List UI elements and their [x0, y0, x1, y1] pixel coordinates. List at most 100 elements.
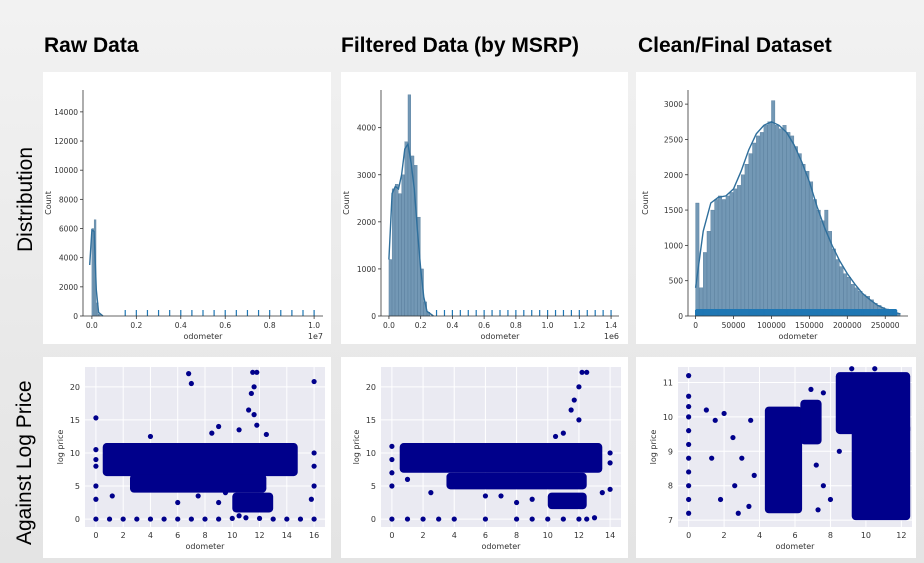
y-tick-label: 15: [70, 416, 80, 425]
y-tick-label: 2500: [664, 135, 683, 144]
scatter-point: [552, 433, 559, 440]
histogram-bar: [782, 125, 787, 317]
histogram-bar: [805, 171, 810, 317]
histogram-bar: [388, 259, 392, 317]
histogram-bar: [398, 193, 402, 317]
x-tick-label: 6: [483, 531, 488, 540]
histogram-bar: [714, 199, 719, 317]
scatter-point: [849, 366, 855, 372]
scatter-point: [576, 516, 582, 522]
scatter-point: [686, 496, 692, 503]
scatter-point: [93, 483, 99, 489]
scatter-point: [703, 407, 709, 413]
scatter-point: [251, 412, 257, 418]
chart-panel-filtered-distribution: 0.0 0.2 0.4 0.6 0.8 1.0 1.2 1.4 0 1000 2000 3000 400…: [341, 72, 628, 344]
x-tick-label: 0.4: [446, 321, 458, 330]
y-tick-label: 2000: [357, 218, 376, 227]
scatter-point: [308, 496, 314, 502]
y-tick-label: 1000: [664, 241, 683, 250]
histogram-bar: [706, 231, 711, 317]
chart-svg-filtered-scatter: 0 2 4 6 8 10 12 14 0 5 10 15 20 odometer log price: [352, 367, 621, 551]
y-axis-label: Count: [641, 191, 650, 215]
kde-curve: [89, 228, 104, 317]
x-tick-label: 2: [421, 531, 426, 540]
scatter-point: [161, 516, 167, 522]
scatter-point: [730, 434, 736, 441]
y-tick-label: 9: [668, 447, 673, 456]
scatter-point: [813, 462, 819, 468]
y-tick-label: 8000: [59, 195, 78, 204]
y-tick-label: 20: [366, 383, 376, 392]
scatter-point: [808, 386, 814, 392]
scatter-point: [147, 433, 154, 440]
y-tick-label: 12000: [54, 137, 78, 146]
scatter-point: [836, 448, 842, 454]
scatter-point: [175, 499, 181, 506]
histogram-bar: [767, 121, 772, 317]
y-tick-label: 0: [75, 515, 80, 524]
scatter-point: [284, 516, 290, 522]
chart-panel-raw-distribution: 0.0 0.2 0.4 0.6 0.8 1.0 0 2000 4000 6000 8000 10000…: [43, 72, 331, 344]
scatter-point: [93, 415, 99, 421]
histogram-bar: [839, 266, 844, 317]
scatter-point: [254, 369, 260, 375]
x-tick-label: 12: [574, 531, 584, 540]
x-offset-label: 1e6: [604, 332, 619, 341]
scatter-dense-cloud: [800, 399, 822, 445]
histogram-bar: [748, 153, 753, 317]
x-tick-label: 10: [227, 531, 237, 540]
scatter-point: [815, 507, 821, 513]
scatter-point: [216, 499, 222, 506]
scatter-point: [717, 496, 724, 503]
x-tick-label: 16: [309, 531, 319, 540]
scatter-point: [93, 456, 99, 463]
y-axis-label: log price: [56, 430, 65, 465]
x-tick-label: 250000: [871, 321, 900, 330]
y-tick-label: 500: [669, 277, 684, 286]
y-tick-label: 1000: [357, 265, 376, 274]
scatter-point: [529, 516, 535, 522]
scatter-point: [209, 430, 215, 436]
chart-svg-raw-scatter: 0 2 4 6 8 10 12 14 16 0 5 10 15 20 odometer log price: [56, 367, 325, 551]
scatter-point: [389, 443, 395, 449]
scatter-dense-cloud: [399, 443, 603, 473]
x-tick-label: 0: [93, 531, 98, 540]
scatter-point: [498, 493, 504, 499]
scatter-point: [751, 472, 757, 478]
scatter-point: [732, 483, 738, 489]
x-tick-label: 0.6: [219, 321, 231, 330]
x-tick-label: 0.0: [86, 321, 98, 330]
scatter-point: [686, 403, 692, 410]
scatter-point: [389, 483, 395, 489]
scatter-point: [311, 463, 317, 469]
scatter-point: [256, 515, 263, 522]
scatter-dense-cloud: [102, 443, 298, 477]
x-tick-label: 4: [148, 531, 153, 540]
chart-panel-filtered-scatter: 0 2 4 6 8 10 12 14 0 5 10 15 20 odometer log price: [341, 357, 628, 558]
scatter-point: [93, 447, 99, 453]
x-tick-label: 0: [693, 321, 698, 330]
y-tick-label: 5: [371, 482, 376, 491]
column-title-clean-dataset: Clean/Final Dataset: [638, 34, 832, 57]
row-label-distribution: Distribution: [14, 146, 37, 252]
scatter-point: [250, 369, 256, 375]
histogram-bar: [725, 195, 730, 317]
scatter-point: [686, 441, 692, 448]
x-tick-label: 8: [514, 531, 519, 540]
scatter-point: [686, 428, 692, 434]
x-offset-label: 1e7: [308, 332, 323, 341]
scatter-point: [297, 516, 304, 522]
x-tick-label: 0.8: [510, 321, 522, 330]
scatter-point: [311, 483, 317, 489]
chart-panel-clean-scatter: 0 2 4 6 8 10 12 7 8 9 10 11 odometer log price: [636, 357, 916, 558]
scatter-point: [607, 450, 613, 456]
y-tick-label: 14000: [54, 108, 78, 117]
x-tick-label: 1.4: [605, 321, 617, 330]
histogram-bar: [404, 141, 408, 317]
scatter-point: [584, 369, 590, 375]
histogram-bar: [763, 125, 768, 317]
x-tick-label: 10: [543, 531, 553, 540]
scatter-point: [686, 373, 692, 379]
y-axis-label: log price: [352, 430, 361, 465]
scatter-point: [529, 496, 535, 502]
